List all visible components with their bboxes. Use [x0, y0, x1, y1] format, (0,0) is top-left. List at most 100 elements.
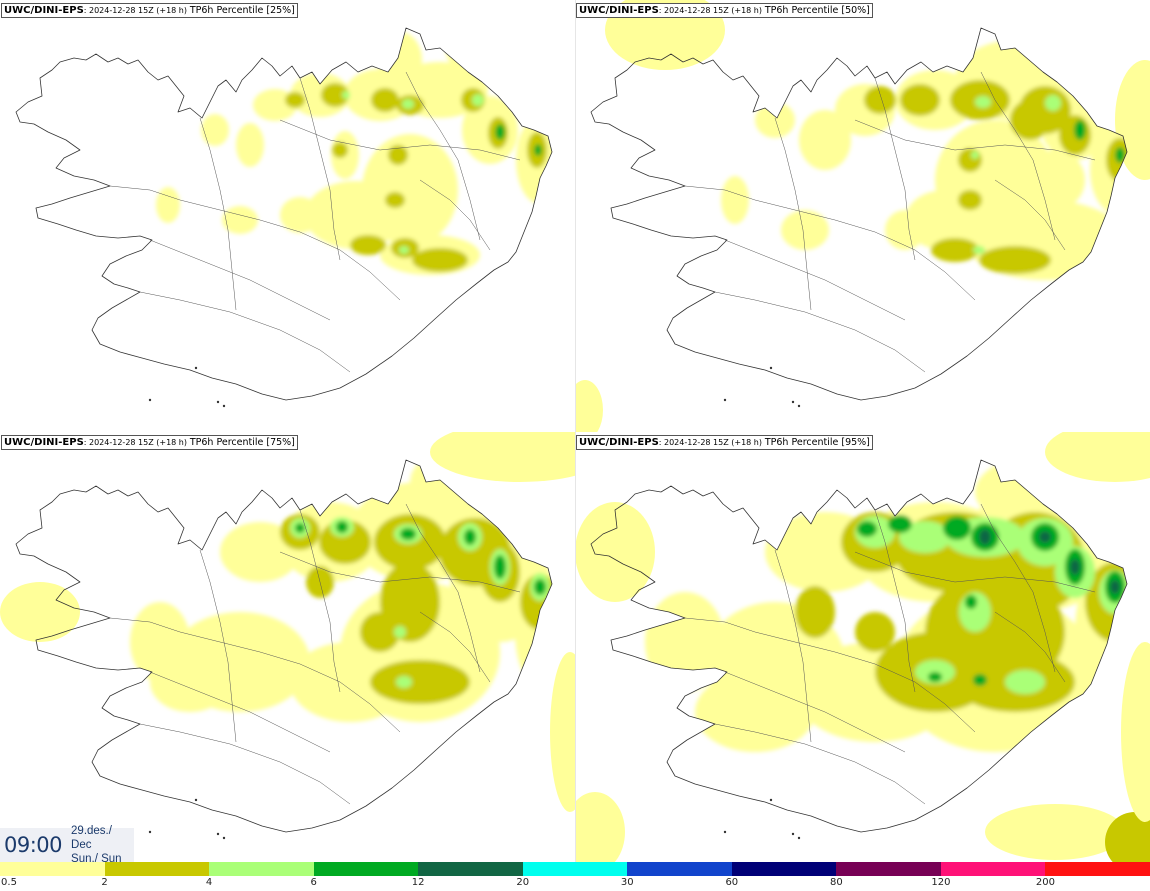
- boundary-line: [854, 119, 1096, 161]
- precip-area: [285, 92, 305, 108]
- precip-map: [15, 27, 553, 408]
- precip-area: [370, 660, 470, 704]
- precip-area: [985, 804, 1125, 860]
- boundary-line: [774, 117, 812, 311]
- precip-area: [236, 123, 264, 167]
- precip-area: [864, 86, 896, 114]
- precip-area: [899, 521, 951, 553]
- precip-area: [550, 652, 575, 812]
- precip-area: [1074, 120, 1086, 140]
- boundary-line: [980, 503, 1056, 673]
- precip-area: [928, 672, 942, 682]
- panel-title: UWC/DINI-EPS: 2024-12-28 15Z (+18 h) TP6…: [576, 435, 873, 450]
- panel-divider: [575, 0, 576, 862]
- islet: [791, 832, 795, 836]
- boundary-line: [279, 551, 521, 593]
- islet: [723, 830, 727, 834]
- boundary-line: [714, 291, 926, 373]
- precip-area: [220, 522, 300, 582]
- precip-area: [399, 246, 409, 254]
- coastline: [590, 27, 1128, 401]
- precip-area: [781, 210, 829, 250]
- run-info: : 2024-12-28 15Z (+18 h): [658, 6, 762, 15]
- precip-area: [931, 238, 979, 262]
- coastline: [15, 27, 553, 401]
- precip-area: [494, 555, 506, 579]
- precip-area: [388, 145, 408, 165]
- islet: [222, 836, 226, 840]
- precip-area: [280, 197, 320, 233]
- legend-swatch: [418, 862, 524, 876]
- precip-area: [645, 592, 725, 692]
- precip-area: [1065, 28, 1125, 100]
- legend-label: 0.5: [1, 877, 17, 888]
- precip-area: [1121, 642, 1150, 822]
- precip-area: [979, 246, 1051, 274]
- boundary-line: [149, 239, 331, 321]
- variable-name: TP6h Percentile [95%]: [764, 437, 870, 448]
- precip-area: [350, 235, 386, 255]
- islet: [216, 832, 220, 836]
- precip-area: [1045, 95, 1061, 111]
- legend-label: 4: [205, 877, 213, 888]
- islet: [148, 830, 152, 834]
- precip-area: [973, 246, 985, 254]
- precip-area: [342, 91, 350, 99]
- precip-area: [201, 114, 229, 146]
- model-name: UWC/DINI-EPS: [4, 437, 84, 448]
- precip-area: [360, 612, 400, 652]
- islet: [222, 404, 226, 408]
- precip-area: [1115, 147, 1125, 163]
- precip-area: [885, 210, 925, 250]
- precip-layer: [130, 460, 552, 722]
- precip-area: [0, 582, 80, 642]
- precip-area: [575, 380, 603, 432]
- islet: [194, 798, 198, 802]
- variable-name: TP6h Percentile [50%]: [764, 5, 870, 16]
- valid-time: 09:00: [4, 833, 63, 857]
- legend-swatch: [731, 862, 837, 876]
- boundary-line: [874, 77, 916, 261]
- precip-area: [400, 528, 416, 540]
- precip-area: [958, 190, 982, 210]
- precip-area: [396, 676, 412, 688]
- precip-area: [973, 674, 987, 686]
- precip-area: [412, 248, 468, 272]
- precip-layer: [645, 460, 1127, 752]
- boundary-line: [109, 617, 401, 733]
- precip-area: [855, 612, 895, 652]
- boundary-line: [994, 611, 1066, 683]
- precip-area: [721, 176, 749, 224]
- precip-map: [575, 0, 1150, 432]
- boundary-line: [279, 119, 521, 161]
- legend-swatch: [313, 862, 419, 876]
- legend-swatch: [940, 862, 1046, 876]
- precip-area: [975, 96, 991, 108]
- legend-swatch: [836, 862, 942, 876]
- boundary-line: [854, 551, 1096, 593]
- color-legend: 0.5 2 4 6 12 20 30 60 80 120 200: [0, 862, 1150, 891]
- run-info: : 2024-12-28 15Z (+18 h): [83, 6, 187, 15]
- precip-area: [378, 32, 422, 88]
- valid-date-label: 29.des./ Dec: [71, 825, 112, 851]
- precip-area: [1010, 100, 1050, 140]
- legend-label: 80: [829, 877, 843, 888]
- boundary-line: [724, 239, 906, 321]
- precip-area: [971, 151, 979, 159]
- run-info: : 2024-12-28 15Z (+18 h): [83, 438, 187, 447]
- precip-area: [222, 206, 258, 234]
- precip-area: [1039, 531, 1051, 543]
- precip-area: [943, 516, 971, 540]
- precip-area: [430, 432, 575, 482]
- boundary-line: [199, 117, 237, 311]
- precip-area: [1105, 812, 1150, 864]
- precip-area: [464, 529, 476, 545]
- islet: [797, 836, 801, 840]
- panel-title: UWC/DINI-EPS: 2024-12-28 15Z (+18 h) TP6…: [1, 435, 298, 450]
- legend-swatch: [627, 862, 733, 876]
- panel-title: UWC/DINI-EPS: 2024-12-28 15Z (+18 h) TP6…: [1, 3, 298, 18]
- precip-area: [575, 502, 655, 602]
- islet: [769, 366, 773, 370]
- precip-area: [965, 595, 977, 609]
- precip-area: [888, 515, 912, 533]
